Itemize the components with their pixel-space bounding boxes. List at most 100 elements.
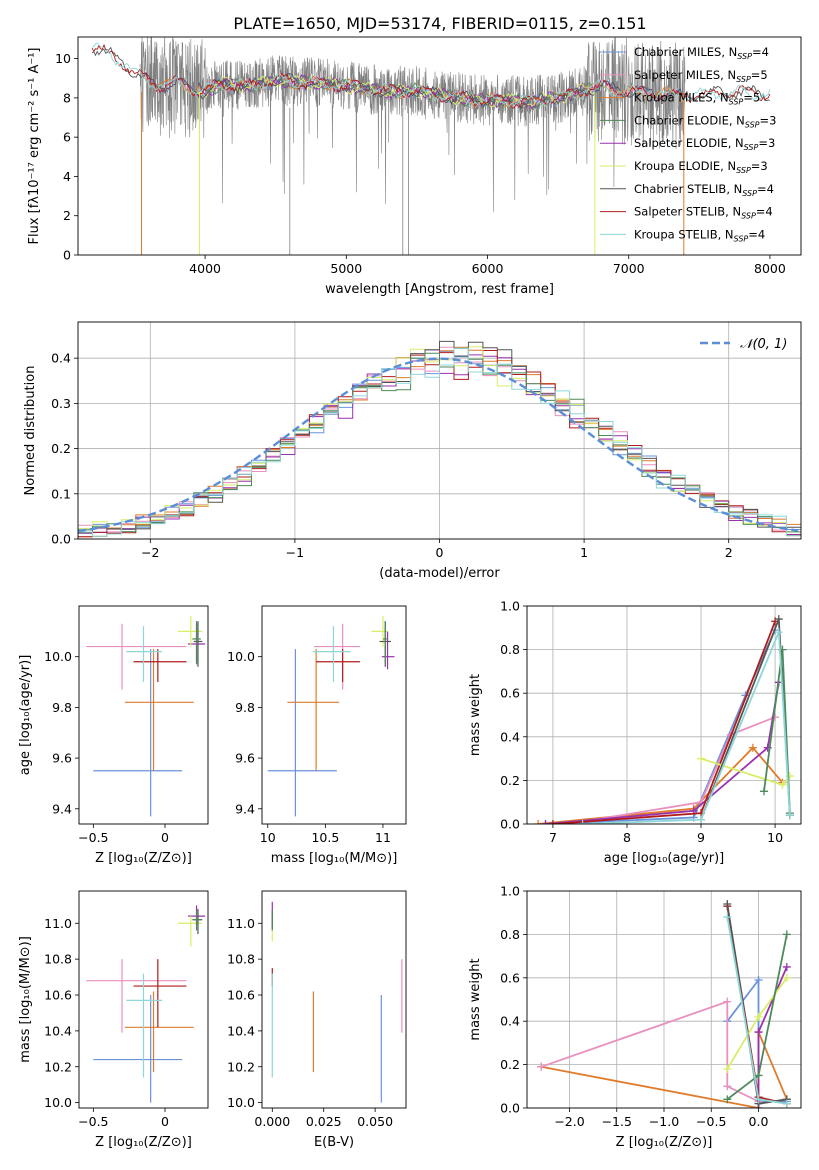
axes-frame: [261, 605, 407, 825]
x-axis-label: Z [log₁₀(Z/Z⊙)]: [616, 1135, 713, 1150]
chart-mass_vs_EBV: 0.000 0.025 0.050 10.0 10.2 10.4 10.6 10.8 11.0 E…: [227, 890, 407, 1150]
y-tick-label: 10: [55, 51, 71, 66]
series-marker: [723, 900, 732, 909]
y-tick-label: 9.8: [235, 700, 255, 715]
errorbar-point-green: [382, 621, 388, 665]
y-tick-label: 6: [63, 130, 71, 145]
x-axis-label: mass [log₁₀(M/M⊙)]: [271, 851, 398, 866]
y-tick-label: 2: [63, 208, 71, 223]
axes-frame: [77, 321, 802, 540]
errorbar-point-purple: [381, 631, 395, 670]
legend-label: Chabrier STELIB, NSSP=4: [634, 182, 774, 198]
series-marker: [774, 628, 783, 637]
y-tick-label: 10.0: [44, 1095, 72, 1110]
x-tick-label: 7000: [613, 261, 645, 276]
histogram-cyan: [78, 347, 801, 537]
histogram-green: [78, 347, 801, 533]
plot-area: [537, 900, 791, 1108]
y-tick-label: 10.8: [44, 952, 72, 967]
series-marker: [774, 615, 783, 624]
errorbar-point-orange: [124, 991, 194, 1073]
y-axis-label: Normed distribution: [23, 366, 38, 496]
x-tick-label: 11: [375, 830, 391, 845]
plot-area: [267, 616, 395, 817]
gaussian-curve: [78, 357, 799, 533]
series-marker: [548, 820, 557, 824]
series-cyan: [723, 913, 791, 1108]
chart-age_vs_mass: 10 10.5 11 9.4 9.6 9.8 10.0 mass [log₁₀(M/M⊙)]: [227, 605, 407, 866]
errorbar-point-cyan: [312, 626, 351, 683]
x-tick-label: −1: [286, 545, 304, 560]
x-tick-label: 0: [161, 1114, 169, 1129]
x-tick-label: −0.5: [78, 830, 108, 845]
series-marker: [723, 913, 732, 922]
x-tick-label: −1.0: [649, 1114, 679, 1129]
axes-frame: [261, 890, 407, 1109]
x-tick-label: −2.0: [554, 1114, 584, 1129]
x-tick-label: 0: [436, 545, 444, 560]
y-tick-label: 10.0: [44, 649, 72, 664]
plot-area: [91, 37, 771, 255]
series-cyan: [578, 628, 794, 824]
errorbar-point-pink: [86, 623, 187, 690]
y-tick-label: 0.6: [500, 970, 520, 985]
errorbar-point-red: [316, 649, 360, 683]
series-marker: [778, 780, 787, 789]
y-axis-label: age [log₁₀(age/yr)]: [18, 655, 33, 776]
series-marker: [759, 787, 768, 796]
y-tick-label: 0.6: [500, 686, 520, 701]
y-tick-label: 0.4: [500, 729, 520, 744]
x-axis-label: E(B-V): [314, 1135, 354, 1150]
y-tick-label: 10.2: [44, 1059, 72, 1074]
legend-label: Salpeter ELODIE, NSSP=3: [634, 136, 775, 152]
errorbar-point-orange: [287, 649, 340, 771]
series-line: [582, 631, 791, 824]
y-axis-label: Flux [fλ10⁻¹⁷ erg cm⁻² s⁻¹ A⁻¹]: [27, 48, 42, 245]
y-tick-label: 9.6: [235, 751, 255, 766]
x-tick-label: 0.000: [254, 1114, 290, 1129]
y-tick-label: 10.4: [227, 1023, 255, 1038]
x-tick-label: 1: [580, 545, 588, 560]
x-tick-label: 10: [260, 830, 276, 845]
y-tick-label: 9.6: [52, 751, 72, 766]
series-marker: [782, 1099, 791, 1108]
y-tick-label: 11.0: [227, 916, 255, 931]
x-tick-label: −1.5: [602, 1114, 632, 1129]
legend-label: Chabrier ELODIE, NSSP=3: [634, 113, 776, 129]
x-axis-label: (data-model)/error: [379, 566, 500, 581]
series-pink: [537, 997, 763, 1106]
series-marker: [537, 1062, 546, 1071]
legend-label: Salpeter STELIB, NSSP=4: [634, 205, 773, 221]
x-tick-label: 0.050: [357, 1114, 393, 1129]
axes-frame: [526, 890, 802, 1109]
axes-frame: [526, 605, 802, 825]
series-yellow: [723, 973, 791, 1073]
series-marker: [754, 1071, 763, 1080]
plot-area: [534, 615, 794, 824]
errorbar-point-orange: [124, 649, 194, 771]
y-tick-label: 0: [63, 248, 71, 263]
x-axis-label: Z [log₁₀(Z/Z⊙)]: [95, 851, 192, 866]
series-line: [545, 629, 776, 824]
y-tick-label: 0.8: [500, 927, 520, 942]
errorbar-point-cyan: [126, 973, 163, 1078]
errorbar-point-pink: [86, 959, 187, 1033]
legend-label: Kroupa ELODIE, NSSP=3: [634, 159, 768, 175]
series-marker: [782, 962, 791, 971]
series-marker: [723, 1064, 732, 1073]
series-line: [757, 966, 788, 1108]
series-marker: [748, 743, 757, 752]
errorbar-point-grey: [193, 621, 203, 667]
y-tick-label: 10.0: [227, 1095, 255, 1110]
legend-label: 𝒩(0, 1): [740, 337, 787, 352]
y-tick-label: 9.8: [52, 700, 72, 715]
y-tick-label: 0.2: [51, 441, 71, 456]
series-marker: [697, 754, 706, 763]
x-tick-label: 5000: [330, 261, 362, 276]
series-line: [726, 977, 788, 1070]
chart-massweight_vs_Z: −2.0 −1.5 −1.0 −0.5 0.0 0.0 0.2 0.4 0.6 0.8 1.0 Z […: [468, 884, 802, 1150]
y-tick-label: 4: [63, 169, 71, 184]
x-axis-label: wavelength [Angstrom, rest frame]: [325, 282, 554, 297]
x-tick-label: 2: [725, 545, 733, 560]
y-tick-label: 9.4: [52, 801, 72, 816]
